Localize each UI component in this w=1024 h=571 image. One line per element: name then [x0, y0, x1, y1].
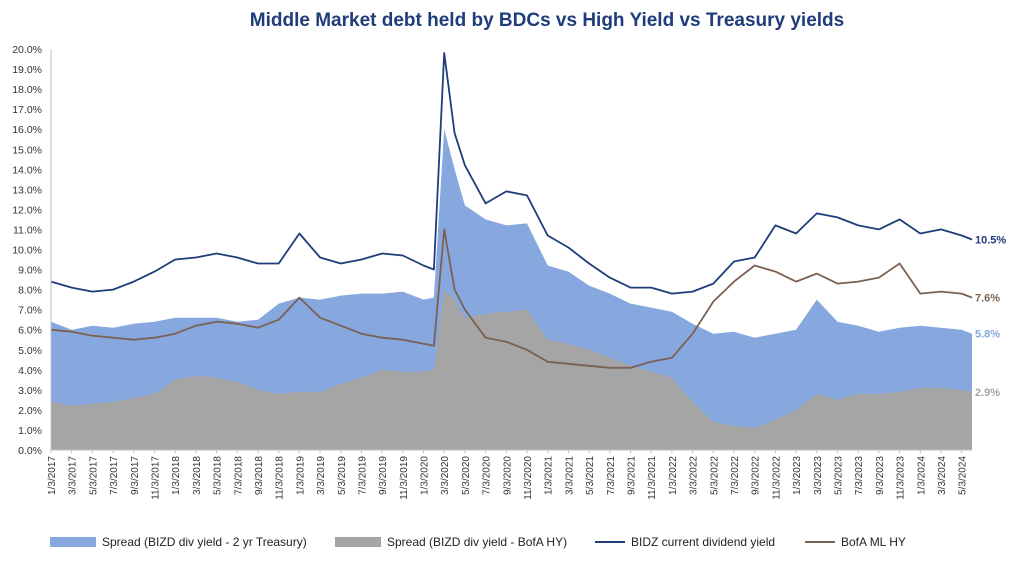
x-tick-label: 1/3/2017 [47, 456, 58, 495]
x-tick-label: 7/3/2021 [606, 456, 617, 495]
x-tick-label: 5/3/2022 [709, 456, 720, 495]
y-tick-label: 7.0% [18, 305, 42, 317]
x-tick-label: 5/3/2020 [461, 456, 472, 495]
end-label-2: 10.5% [975, 234, 1006, 246]
legend-swatch-bizd-yield [595, 541, 625, 543]
x-tick-label: 9/3/2023 [875, 456, 886, 495]
end-label-3: 7.6% [975, 293, 1000, 305]
end-label-1: 2.9% [975, 387, 1000, 399]
line-series-group [50, 52, 973, 369]
x-tick-label: 1/3/2020 [420, 456, 431, 495]
x-tick-label: 9/3/2022 [751, 456, 762, 495]
x-tick-label: 5/3/2019 [337, 456, 348, 495]
y-tick-label: 20.0% [12, 44, 42, 56]
line-series-2 [50, 52, 973, 295]
x-tick-label: 1/3/2022 [668, 456, 679, 495]
y-tick-label: 17.0% [12, 104, 42, 116]
y-tick-label: 6.0% [18, 325, 42, 337]
y-tick-label: 18.0% [12, 84, 42, 96]
x-tick-label: 5/3/2023 [833, 456, 844, 495]
x-tick-label: 1/3/2024 [916, 456, 927, 495]
x-tick-label: 11/3/2021 [647, 456, 658, 500]
y-tick-label: 3.0% [18, 385, 42, 397]
x-tick-label: 11/3/2022 [771, 456, 782, 500]
x-tick-label: 9/3/2017 [130, 456, 141, 495]
area-series-0 [51, 129, 972, 450]
x-tick-label: 5/3/2021 [585, 456, 596, 495]
legend: Spread (BIZD div yield - 2 yr Treasury) … [50, 535, 980, 555]
legend-item-spread-hy: Spread (BIZD div yield - BofA HY) [335, 535, 567, 549]
x-tick-label: 7/3/2018 [233, 456, 244, 495]
y-tick-label: 13.0% [12, 184, 42, 196]
y-tick-label: 16.0% [12, 124, 42, 136]
y-tick-label: 10.0% [12, 245, 42, 257]
x-tick-label: 11/3/2019 [399, 456, 410, 500]
x-tick-label: 9/3/2020 [502, 456, 513, 495]
end-label-0: 5.8% [975, 329, 1000, 341]
x-tick-label: 5/3/2024 [958, 456, 969, 495]
x-tick-label: 9/3/2021 [627, 456, 638, 495]
y-tick-label: 12.0% [12, 204, 42, 216]
legend-label-bizd-yield: BIDZ current dividend yield [631, 535, 776, 549]
axes-group [50, 49, 972, 451]
y-tick-label: 9.0% [18, 265, 42, 277]
x-tick-label: 9/3/2019 [378, 456, 389, 495]
x-tick-label: 11/3/2018 [275, 456, 286, 500]
y-tick-label: 11.0% [13, 224, 42, 236]
x-tick-label: 11/3/2017 [150, 456, 161, 500]
y-tick-label: 4.0% [18, 365, 42, 377]
y-tick-label: 15.0% [12, 144, 42, 156]
x-tick-label: 3/3/2022 [689, 456, 700, 495]
legend-item-bizd-yield: BIDZ current dividend yield [595, 535, 775, 549]
legend-item-bofa-hy: BofA ML HY [805, 535, 906, 549]
legend-swatch-spread-2yr [50, 537, 96, 547]
y-tick-label: 1.0% [18, 425, 42, 437]
x-tick-label: 3/3/2020 [440, 456, 451, 495]
area-series-group [51, 129, 972, 450]
line-series-3 [50, 228, 973, 369]
x-tick-label: 7/3/2023 [854, 456, 865, 495]
y-axis-ticks: 0.0% 1.0% 2.0% 3.0% 4.0% 5.0% 6.0% 7.0% 8.0% 9.0%… [12, 44, 42, 457]
legend-swatch-spread-hy [335, 537, 381, 547]
x-tick-label: 11/3/2020 [523, 456, 534, 500]
chart-title: Middle Market debt held by BDCs vs High … [249, 10, 845, 31]
x-tick-label: 3/3/2023 [813, 456, 824, 495]
x-tick-label: 3/3/2018 [192, 456, 203, 495]
x-tick-label: 3/3/2021 [564, 456, 575, 495]
x-tick-label: 7/3/2022 [730, 456, 741, 495]
legend-label-spread-2yr: Spread (BIZD div yield - 2 yr Treasury) [102, 535, 307, 549]
x-tick-label: 1/3/2018 [171, 456, 182, 495]
y-tick-label: 5.0% [18, 345, 42, 357]
x-tick-label: 5/3/2017 [88, 456, 99, 495]
x-tick-label: 7/3/2019 [357, 456, 368, 495]
x-tick-label: 1/3/2019 [295, 456, 306, 495]
x-tick-label: 11/3/2023 [896, 456, 907, 500]
y-tick-label: 14.0% [12, 164, 42, 176]
legend-swatch-bofa-hy [805, 541, 835, 543]
x-tick-label: 3/3/2024 [937, 456, 948, 495]
x-tick-label: 7/3/2020 [482, 456, 493, 495]
y-tick-label: 8.0% [18, 285, 42, 297]
area-series-1 [51, 289, 972, 450]
legend-label-bofa-hy: BofA ML HY [841, 535, 906, 549]
legend-label-spread-hy: Spread (BIZD div yield - BofA HY) [387, 535, 568, 549]
legend-item-spread-2yr: Spread (BIZD div yield - 2 yr Treasury) [50, 535, 307, 549]
x-tick-label: 1/3/2021 [544, 456, 555, 495]
y-tick-label: 0.0% [18, 445, 42, 457]
x-tick-label: 9/3/2018 [254, 456, 265, 495]
end-labels-group: 10.5% 7.6% 5.8% 2.9% [975, 234, 1006, 398]
x-tick-label: 3/3/2017 [68, 456, 79, 495]
x-axis-ticks: 1/3/2017 3/3/2017 5/3/2017 7/3/2017 9/3/2017… [47, 450, 969, 500]
x-tick-label: 7/3/2017 [109, 456, 120, 495]
y-tick-label: 19.0% [12, 64, 42, 76]
x-tick-label: 3/3/2019 [316, 456, 327, 495]
x-tick-label: 1/3/2023 [792, 456, 803, 495]
y-tick-label: 2.0% [18, 405, 42, 417]
x-tick-label: 5/3/2018 [213, 456, 224, 495]
